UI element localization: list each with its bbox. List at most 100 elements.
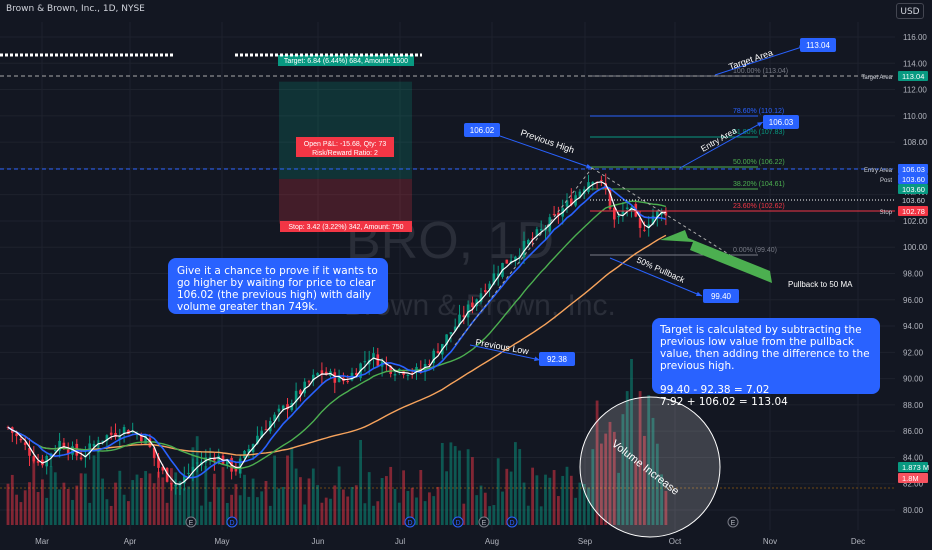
- volume-bar: [363, 503, 367, 525]
- volume-bar: [307, 478, 311, 525]
- callout-10602-box: [464, 123, 500, 137]
- candle-body: [393, 373, 397, 376]
- candle-body: [462, 315, 466, 317]
- volume-bar: [397, 502, 401, 525]
- entry-area-label: Entry Area: [699, 125, 739, 154]
- time-axis-label: Apr: [124, 537, 137, 546]
- currency-button[interactable]: USD: [896, 3, 924, 19]
- event-icon-letter: D: [407, 520, 412, 527]
- time-axis-label: Nov: [763, 537, 777, 546]
- candle-body: [453, 326, 457, 331]
- volume-bar: [148, 473, 152, 525]
- callout-11304: 113.04: [806, 41, 830, 50]
- candle-body: [15, 433, 18, 437]
- price-axis-badge-value: 103.60: [902, 196, 925, 205]
- volume-bar: [393, 488, 397, 525]
- volume-bar: [6, 483, 10, 525]
- candle-body: [256, 435, 259, 444]
- volume-bar: [436, 486, 440, 525]
- candle-body: [118, 436, 122, 440]
- volume-bar: [114, 482, 117, 525]
- volume-bar: [587, 487, 590, 525]
- volume-bar: [221, 467, 225, 525]
- candle-body: [449, 332, 453, 335]
- note-right[interactable]: Target is calculated by subtracting the …: [652, 318, 880, 408]
- volume-bar: [268, 505, 272, 525]
- candle-body: [36, 461, 40, 463]
- volume-bar: [346, 496, 350, 525]
- volume-bar: [161, 477, 165, 525]
- volume-bar: [264, 480, 268, 525]
- volume-bar: [182, 488, 186, 525]
- candle-body: [273, 414, 276, 422]
- candle-body: [406, 375, 410, 377]
- volume-bar: [376, 501, 380, 525]
- candle-body: [625, 207, 629, 210]
- previous-high-label: Previous High: [519, 127, 575, 155]
- candle-body: [204, 457, 208, 463]
- volume-bar: [385, 476, 388, 525]
- event-icon: [185, 516, 197, 528]
- volume-bar: [294, 468, 298, 525]
- volume-bar: [548, 477, 552, 525]
- volume-bar: [569, 475, 573, 525]
- price-axis-side-label: Post: [880, 178, 892, 184]
- price-axis-side-label: Target Area: [861, 75, 892, 81]
- volume-bar: [333, 485, 337, 525]
- ma-slow-line: [7, 234, 667, 456]
- candle-body: [527, 240, 530, 245]
- candle-body: [410, 372, 414, 374]
- symbol-title: Brown & Brown, Inc., 1D, NYSE: [6, 4, 145, 14]
- volume-bar: [539, 506, 543, 525]
- note-left[interactable]: Give it a chance to prove if it wants to…: [168, 258, 388, 314]
- volume-bar: [625, 391, 629, 525]
- volume-bar: [479, 485, 483, 525]
- candle-body: [514, 256, 517, 261]
- volume-bar: [281, 487, 285, 525]
- candle-body: [299, 390, 302, 395]
- candle-body: [570, 198, 573, 206]
- candle-body: [294, 390, 298, 403]
- candle-body: [475, 299, 478, 307]
- volume-bar: [359, 439, 362, 525]
- volume-bar: [410, 487, 414, 525]
- candle-body: [488, 283, 491, 290]
- volume-bar: [582, 483, 586, 525]
- volume-bar: [630, 358, 633, 525]
- volume-bar: [664, 490, 668, 525]
- volume-bar: [432, 496, 436, 525]
- callout-10603: 106.03: [769, 118, 794, 127]
- price-tick-label: 114.00: [903, 59, 927, 68]
- volume-bar: [225, 502, 229, 525]
- candle-body: [363, 361, 367, 363]
- price-axis-badge: [898, 195, 928, 205]
- volume-bar: [213, 473, 216, 525]
- previous-high-arrow: [499, 135, 593, 169]
- volume-bar: [58, 489, 61, 525]
- volume-bar: [522, 482, 526, 525]
- candle-body: [109, 432, 113, 435]
- candle-body: [539, 228, 543, 231]
- volume-bar: [187, 486, 190, 525]
- candle-body: [114, 432, 117, 437]
- volume-bar: [251, 478, 255, 525]
- volume-bar: [195, 436, 199, 525]
- volume-bar: [36, 492, 40, 525]
- candle-body: [337, 375, 341, 383]
- price-tick-label: 102.00: [903, 217, 928, 226]
- event-icon: [478, 516, 490, 528]
- volume-bar: [243, 474, 246, 525]
- event-icon-letter: E: [731, 520, 736, 527]
- volume-bar: [88, 502, 92, 525]
- volume-bar: [423, 501, 427, 525]
- fib-level-label: 0.00% (99.40): [733, 247, 777, 254]
- candle-body: [505, 259, 509, 264]
- candle-body: [307, 381, 311, 383]
- note-right-text: Target is calculated by subtracting the …: [660, 324, 870, 372]
- volume-bar: [419, 470, 423, 525]
- volume-bar: [144, 471, 147, 525]
- price-tick-label: 96.00: [903, 296, 924, 305]
- volume-bar: [299, 477, 302, 525]
- candle-body: [466, 304, 470, 318]
